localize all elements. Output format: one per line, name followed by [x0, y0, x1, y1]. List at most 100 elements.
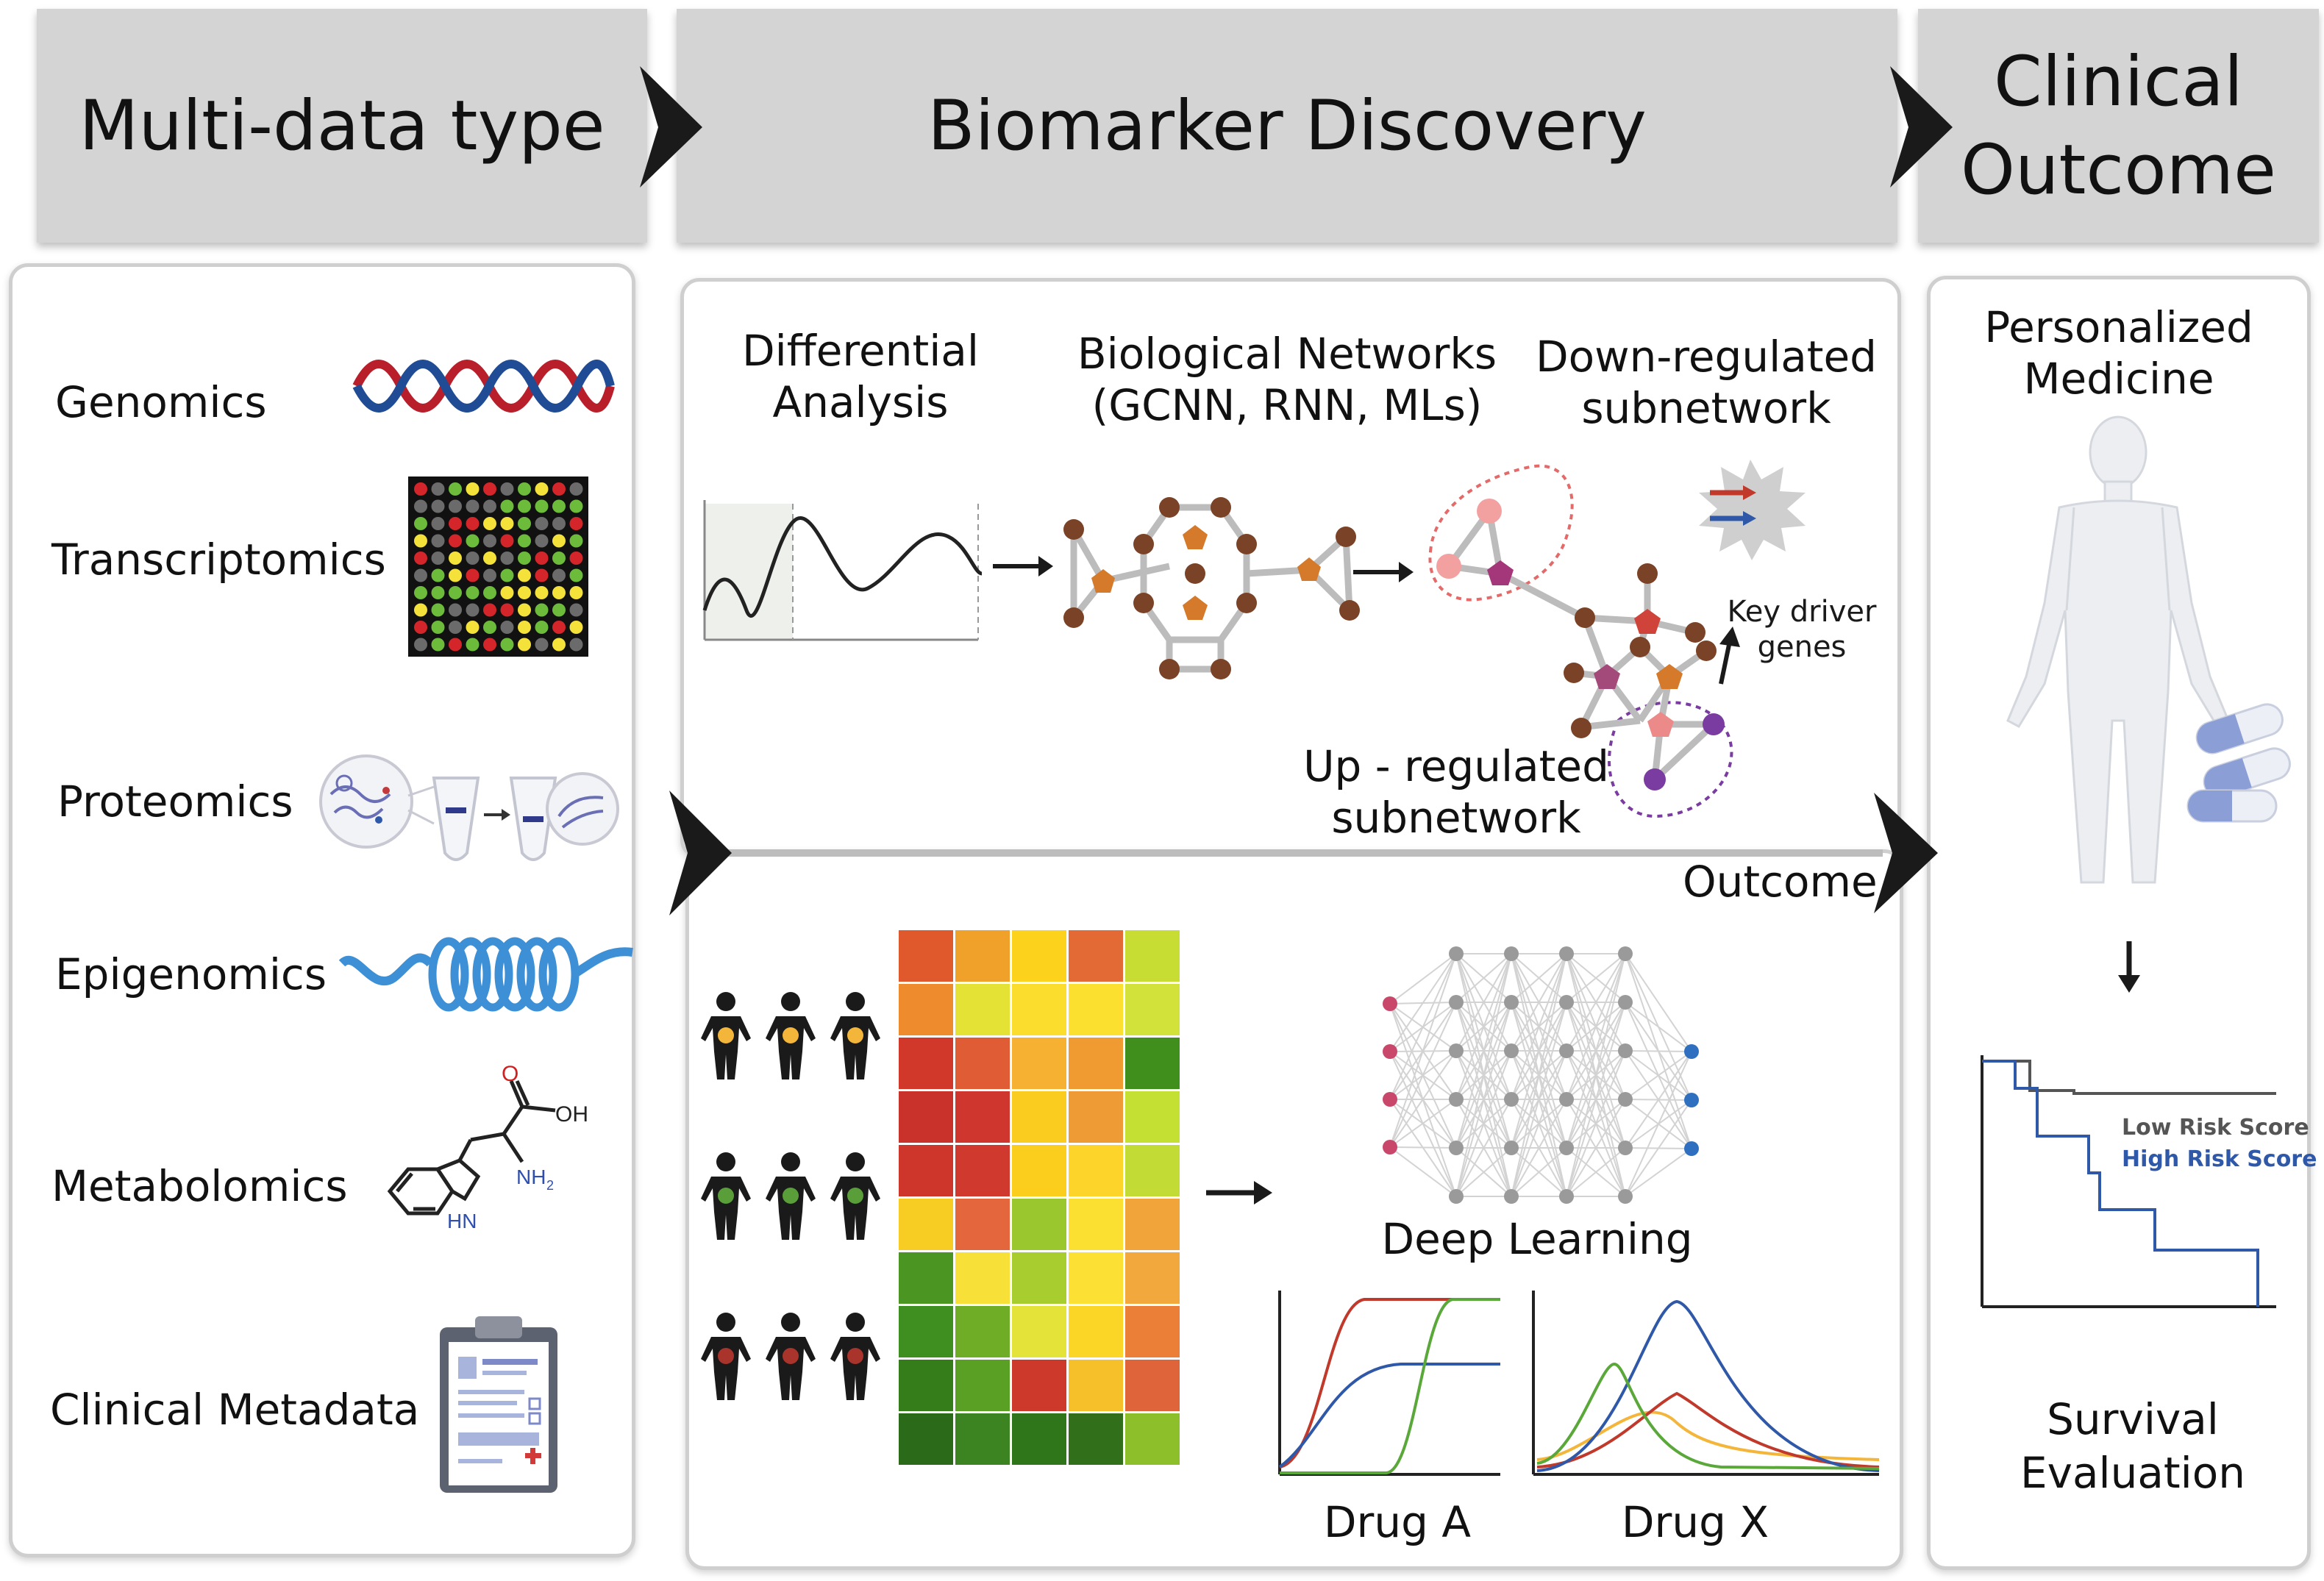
microarray-spot	[466, 603, 480, 617]
microarray-spot	[483, 499, 496, 513]
header-clinical-line2: Outcome	[1960, 130, 2276, 210]
nn-edge	[1455, 953, 1512, 1100]
heatmap-cell	[1012, 1091, 1066, 1143]
microarray-spot	[483, 517, 496, 530]
drug-a-chart	[1278, 1291, 1500, 1476]
nn-edge	[1625, 1148, 1692, 1197]
nn-node	[1449, 1092, 1464, 1107]
label-drug-x: Drug X	[1621, 1497, 1769, 1547]
header-multi-data-title: Multi-data type	[79, 86, 605, 166]
microarray-spot	[431, 603, 445, 617]
nn-edge	[1625, 1051, 1692, 1197]
microarray-spot	[569, 534, 583, 548]
microarray-spot	[569, 568, 583, 582]
microarray-spot	[500, 603, 514, 617]
label-clinical-metadata: Clinical Metadata	[50, 1385, 420, 1435]
microarray-spot	[569, 586, 583, 599]
label-down-2: subnetwork	[1581, 383, 1831, 433]
nn-edge	[1511, 1002, 1567, 1197]
microarray-spot	[500, 638, 514, 652]
microarray-spot	[414, 552, 427, 565]
microarray-spot	[466, 568, 480, 582]
microarray-spot	[449, 482, 462, 496]
microarray-spot	[518, 517, 531, 530]
heatmap-cell	[955, 1038, 1010, 1089]
microarray-spot	[535, 517, 549, 530]
microarray-icon	[408, 477, 588, 657]
heatmap-cell	[1069, 1360, 1123, 1411]
heatmap-cell	[1012, 1145, 1066, 1196]
label-key-driver-2: genes	[1757, 630, 1847, 664]
label-key-driver-1: Key driver	[1727, 595, 1877, 629]
person-icon	[766, 1313, 816, 1400]
nn-edge	[1511, 953, 1567, 1003]
nn-edge	[1455, 953, 1512, 1149]
nn-node	[1618, 1092, 1633, 1107]
heatmap-cell	[899, 1252, 953, 1304]
microarray-spot	[449, 603, 462, 617]
microarray-spot	[552, 586, 566, 599]
microarray-spot	[535, 621, 549, 634]
nn-edge	[1389, 953, 1457, 1004]
microarray-spot	[431, 586, 445, 599]
heatmap-cell	[1012, 930, 1066, 982]
label-networks-1: Biological Networks	[1077, 329, 1497, 379]
microarray-spot	[483, 603, 496, 617]
nn-node	[1504, 1092, 1519, 1107]
label-personalized-1: Personalized	[1984, 302, 2253, 352]
nn-edge	[1566, 953, 1626, 1197]
microarray-spot	[466, 482, 480, 496]
nn-edge	[1566, 1099, 1626, 1197]
microarray-spot	[466, 499, 480, 513]
person-icon	[830, 992, 880, 1079]
nn-node	[1618, 946, 1633, 961]
microarray-spot	[449, 568, 462, 582]
heatmap-cell	[899, 1145, 953, 1196]
microarray-spot	[518, 534, 531, 548]
microarray-spot	[569, 638, 583, 652]
microarray-spot	[483, 586, 496, 599]
microarray-spot	[552, 638, 566, 652]
microarray-spot	[552, 517, 566, 530]
heatmap-cell	[955, 1306, 1010, 1357]
legend-high-risk: High Risk Score	[2122, 1146, 2317, 1172]
nn-node	[1504, 995, 1519, 1010]
microarray-spot	[466, 621, 480, 634]
label-networks-2: (GCNN, RNN, MLs)	[1091, 380, 1483, 430]
heatmap-cell	[1125, 1199, 1180, 1250]
microarray-spot	[431, 534, 445, 548]
microarray-spot	[552, 603, 566, 617]
microarray-spot	[569, 517, 583, 530]
nn-edge	[1455, 953, 1512, 1003]
nn-node	[1504, 1189, 1519, 1204]
nn-edge	[1566, 953, 1626, 1003]
arrow-down-icon	[2118, 975, 2140, 993]
header-clinical-line1: Clinical	[1994, 42, 2243, 122]
microarray-spot	[552, 568, 566, 582]
heatmap-cell	[955, 930, 1010, 982]
microarray-spot	[569, 621, 583, 634]
nn-node	[1449, 946, 1464, 961]
heatmap-cell	[899, 1360, 953, 1411]
nn-edge	[1389, 1002, 1457, 1148]
microarray-spot	[449, 499, 462, 513]
nn-edge	[1455, 1002, 1512, 1197]
microarray-spot	[431, 638, 445, 652]
microarray-spot	[466, 638, 480, 652]
heatmap-chart	[899, 930, 1180, 1465]
nn-edge	[1389, 953, 1457, 1148]
nn-edge	[1566, 1002, 1626, 1197]
label-survival-1: Survival	[2047, 1394, 2219, 1444]
label-down-1: Down-regulated	[1536, 332, 1877, 382]
nn-node	[1449, 1141, 1464, 1155]
microarray-spot	[500, 568, 514, 582]
microarray-spot	[518, 552, 531, 565]
microarray-spot	[518, 621, 531, 634]
person-icon	[830, 1313, 880, 1400]
nn-node	[1684, 1141, 1699, 1156]
microarray-spot	[535, 552, 549, 565]
heatmap-cell	[899, 1038, 953, 1089]
microarray-spot	[535, 534, 549, 548]
